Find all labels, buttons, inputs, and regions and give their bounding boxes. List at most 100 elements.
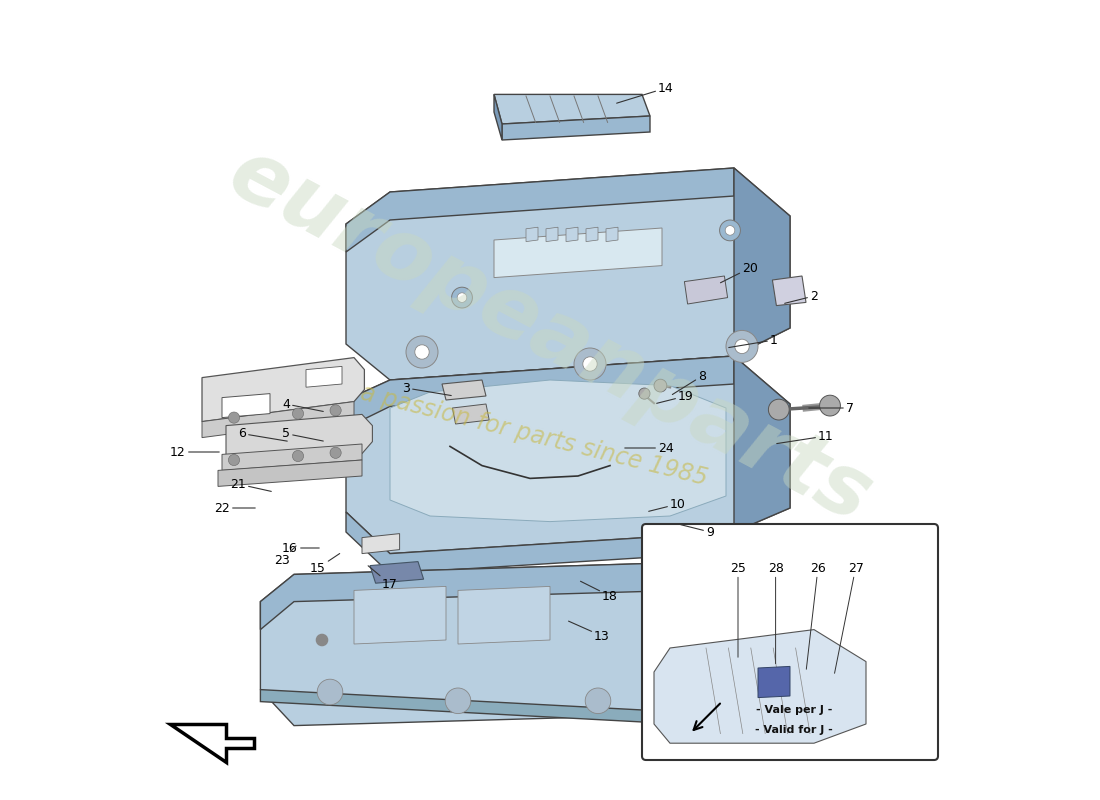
Circle shape [293,450,304,462]
Text: 4: 4 [282,398,323,411]
Circle shape [458,293,466,302]
Text: a passion for parts since 1985: a passion for parts since 1985 [358,381,710,491]
Text: 15: 15 [310,554,340,574]
Polygon shape [346,356,790,554]
Text: 10: 10 [649,498,686,511]
Polygon shape [354,586,446,644]
Text: 24: 24 [625,442,674,454]
Text: 11: 11 [777,430,834,443]
Polygon shape [222,444,362,470]
Text: 2: 2 [784,290,818,303]
Text: 19: 19 [657,390,694,403]
Text: - Vale per J -: - Vale per J - [756,705,833,714]
Circle shape [735,339,749,354]
Circle shape [330,405,341,416]
Polygon shape [494,94,502,140]
FancyBboxPatch shape [642,524,938,760]
Text: 26: 26 [806,562,826,670]
Circle shape [585,688,611,714]
Polygon shape [226,414,373,466]
Polygon shape [734,168,790,356]
Polygon shape [261,562,754,726]
Polygon shape [370,562,424,583]
Polygon shape [586,227,598,242]
Text: 28: 28 [768,562,783,664]
Circle shape [671,652,682,663]
Text: 27: 27 [835,562,864,674]
Polygon shape [452,404,490,424]
Polygon shape [458,586,550,644]
Polygon shape [442,380,486,400]
Text: 25: 25 [730,562,746,658]
Text: 8: 8 [672,370,706,394]
Polygon shape [346,356,734,428]
Text: 17: 17 [368,566,398,590]
Text: 5: 5 [282,427,323,441]
Circle shape [446,688,471,714]
Polygon shape [606,227,618,242]
Text: 14: 14 [617,82,674,103]
Circle shape [574,348,606,380]
Polygon shape [502,116,650,140]
Circle shape [406,336,438,368]
Circle shape [229,454,240,466]
Circle shape [330,447,341,458]
Polygon shape [218,460,362,486]
Polygon shape [362,534,399,554]
Circle shape [700,279,720,300]
Polygon shape [546,227,558,242]
Circle shape [705,285,715,294]
Polygon shape [494,228,662,278]
Polygon shape [170,724,254,762]
Polygon shape [758,666,790,698]
Text: europeanparts: europeanparts [214,131,886,541]
Polygon shape [494,94,650,124]
Polygon shape [261,690,710,726]
Polygon shape [346,512,734,574]
Circle shape [820,395,840,416]
Polygon shape [734,356,790,532]
Circle shape [229,412,240,423]
Text: - Valid for J -: - Valid for J - [755,725,833,734]
Circle shape [583,357,597,371]
Polygon shape [346,168,734,252]
Circle shape [719,220,740,241]
Text: 20: 20 [720,262,758,282]
Circle shape [654,379,667,392]
Text: 13: 13 [569,621,609,642]
Polygon shape [202,402,354,438]
Circle shape [317,634,328,646]
Polygon shape [710,562,754,714]
Circle shape [726,330,758,362]
Text: 9: 9 [681,525,714,538]
Polygon shape [261,562,710,630]
Text: 21: 21 [230,478,272,491]
Circle shape [452,287,472,308]
Text: 3: 3 [403,382,451,395]
Polygon shape [566,227,578,242]
Circle shape [293,408,304,419]
Text: 22: 22 [214,502,255,514]
Text: 12: 12 [170,446,219,458]
Circle shape [725,226,735,235]
Text: 23: 23 [274,546,296,566]
Polygon shape [346,168,790,380]
Polygon shape [306,366,342,387]
Circle shape [652,620,663,631]
Polygon shape [772,276,806,306]
Circle shape [415,345,429,359]
Text: 6: 6 [238,427,287,441]
Polygon shape [390,380,726,522]
Polygon shape [202,358,364,422]
Text: 18: 18 [581,582,618,602]
Circle shape [317,679,343,705]
Polygon shape [222,394,270,418]
Polygon shape [526,227,538,242]
Text: 1: 1 [728,334,778,347]
Polygon shape [684,276,727,304]
Circle shape [639,388,650,399]
Text: 7: 7 [808,402,854,414]
Polygon shape [654,630,866,743]
Circle shape [769,399,789,420]
Text: 16: 16 [282,542,319,554]
